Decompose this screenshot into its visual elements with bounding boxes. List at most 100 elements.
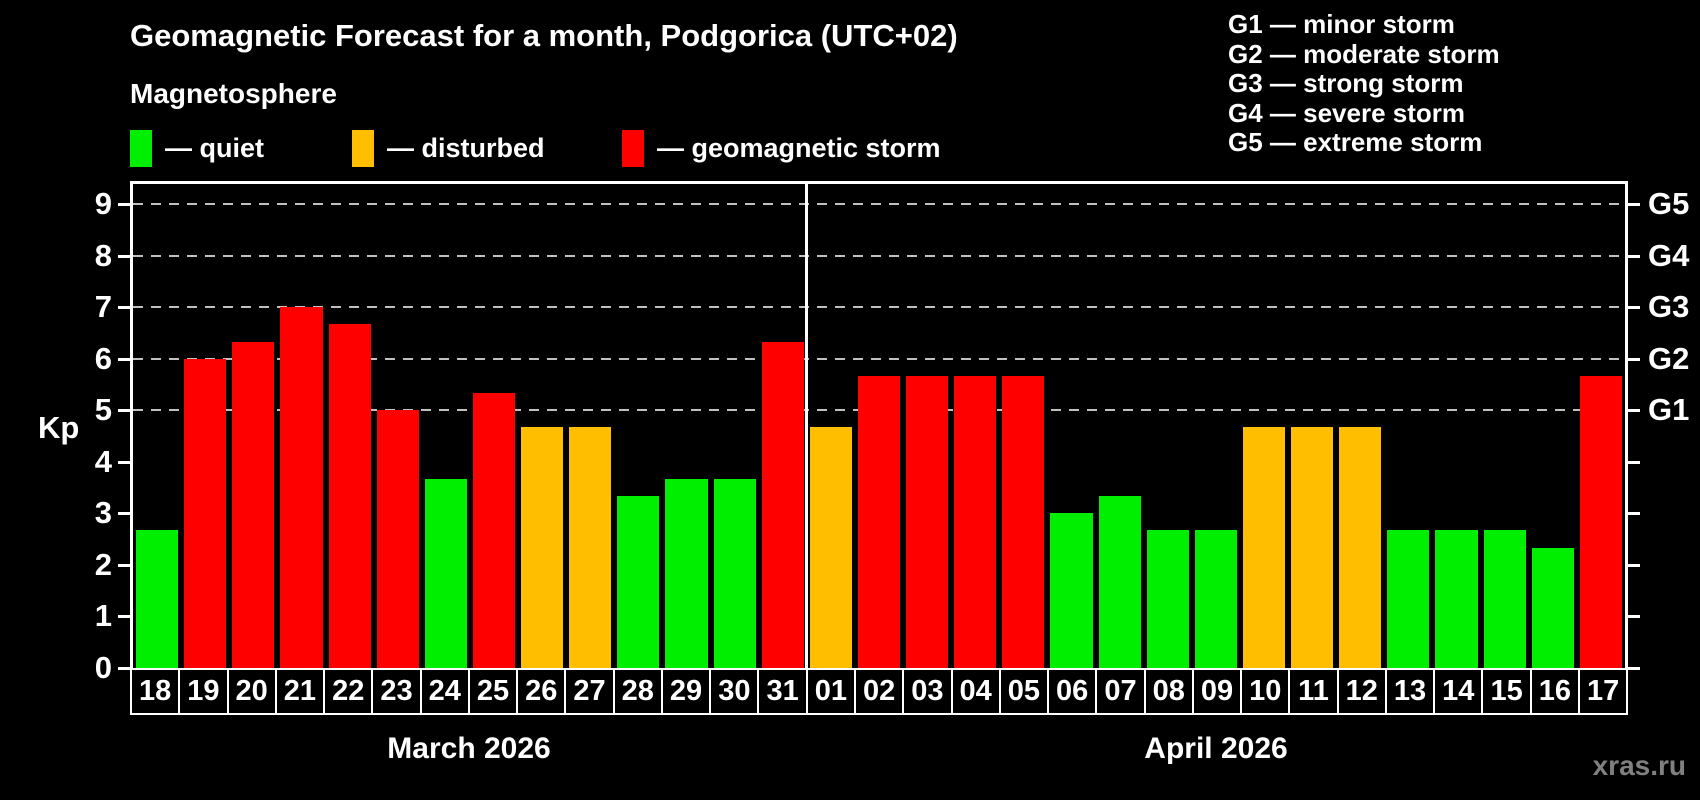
- plot-area: [133, 184, 1625, 668]
- day-label-09: 09: [1191, 668, 1243, 715]
- kp-bar-day-27: [569, 427, 612, 668]
- left-axis-tick-3: [118, 512, 130, 516]
- day-label-28: 28: [612, 668, 663, 715]
- legend-item-quiet: — quiet: [130, 128, 264, 168]
- left-axis-tick-2: [118, 563, 130, 567]
- y-axis-label-5: 5: [94, 392, 112, 428]
- g-scale-legend: G1 — minor storm G2 — moderate storm G3 …: [1228, 9, 1500, 158]
- disturbed-color-swatch: [352, 129, 374, 167]
- left-axis-tick-9: [118, 203, 130, 206]
- day-label-18: 18: [130, 668, 181, 715]
- kp-bar-day-29: [665, 478, 708, 668]
- right-axis-tick-0: [1628, 667, 1640, 670]
- g4-legend-line: G4 — severe storm: [1228, 97, 1466, 128]
- kp-bar-day-02: [857, 375, 901, 668]
- day-label-11: 11: [1288, 668, 1339, 715]
- legend-label-quiet: — quiet: [165, 132, 264, 163]
- kp-bar-day-16: [1531, 547, 1574, 668]
- gridline-kp9: [133, 203, 1625, 205]
- left-axis-line: [130, 181, 133, 671]
- day-label-02: 02: [853, 668, 905, 715]
- right-axis-tick-4: [1628, 460, 1640, 464]
- day-label-03: 03: [902, 668, 953, 715]
- day-label-30: 30: [709, 668, 760, 715]
- right-axis-tick-5: [1628, 409, 1640, 413]
- legend-label-disturbed: — disturbed: [387, 132, 545, 163]
- day-label-14: 14: [1433, 668, 1484, 715]
- gridline-kp7: [133, 306, 1625, 309]
- legend-item-storm: — geomagnetic storm: [622, 128, 941, 168]
- g-scale-label-g2: G2: [1648, 340, 1690, 376]
- kp-bar-day-13: [1387, 530, 1430, 668]
- day-label-04: 04: [950, 668, 1001, 715]
- kp-bar-day-03: [906, 375, 949, 668]
- day-label-06: 06: [1047, 668, 1098, 715]
- g5-legend-line: G5 — extreme storm: [1228, 127, 1483, 157]
- kp-bar-day-11: [1291, 427, 1334, 668]
- g-scale-label-g5: G5: [1648, 186, 1690, 221]
- g1-legend-line: G1 — minor storm: [1228, 9, 1455, 39]
- legend-item-disturbed: — disturbed: [352, 128, 545, 168]
- kp-bar-day-26: [521, 427, 564, 668]
- kp-bar-day-17: [1579, 375, 1622, 668]
- left-axis-tick-0: [118, 667, 130, 670]
- right-axis-line: [1625, 181, 1628, 671]
- day-label-27: 27: [564, 668, 615, 715]
- y-axis-label-9: 9: [94, 186, 112, 221]
- right-axis-tick-2: [1628, 563, 1640, 567]
- y-axis-label-1: 1: [94, 598, 112, 634]
- month-label-march: March 2026: [387, 732, 551, 765]
- day-label-10: 10: [1240, 668, 1291, 715]
- day-label-17: 17: [1577, 668, 1629, 715]
- month-label-april: April 2026: [1144, 732, 1288, 765]
- kp-bar-day-01: [809, 427, 852, 668]
- kp-bar-day-20: [232, 341, 275, 668]
- day-label-26: 26: [516, 668, 567, 715]
- legend-label-storm: — geomagnetic storm: [657, 132, 941, 163]
- right-axis-tick-6: [1628, 357, 1640, 361]
- kp-bar-day-31: [761, 341, 804, 668]
- kp-bar-day-05: [1002, 375, 1045, 668]
- kp-bar-day-19: [184, 358, 227, 668]
- watermark: xras.ru: [1592, 750, 1686, 781]
- kp-bar-day-15: [1483, 530, 1526, 668]
- right-axis-tick-9: [1628, 203, 1640, 206]
- kp-bar-day-14: [1435, 530, 1478, 668]
- y-axis-label-4: 4: [94, 443, 112, 479]
- day-label-20: 20: [226, 668, 277, 715]
- kp-bar-day-09: [1194, 530, 1237, 668]
- kp-bar-day-12: [1339, 427, 1382, 668]
- right-axis-tick-7: [1628, 306, 1640, 310]
- kp-bar-day-08: [1146, 530, 1189, 668]
- kp-bar-day-10: [1242, 427, 1286, 668]
- g-scale-label-g1: G1: [1648, 392, 1690, 428]
- right-axis-tick-3: [1628, 512, 1640, 516]
- gridline-kp6: [133, 357, 1625, 360]
- right-axis-tick-1: [1628, 615, 1640, 619]
- y-axis-title: Kp: [38, 410, 80, 445]
- left-axis-tick-6: [118, 357, 130, 361]
- left-axis-tick-1: [118, 615, 130, 619]
- day-label-01: 01: [805, 668, 856, 715]
- month-divider-line: [805, 184, 809, 668]
- day-label-31: 31: [757, 668, 808, 715]
- kp-bar-day-25: [472, 393, 516, 668]
- day-label-29: 29: [660, 668, 712, 715]
- left-axis-tick-7: [118, 306, 130, 310]
- g3-legend-line: G3 — strong storm: [1228, 68, 1464, 98]
- day-label-19: 19: [178, 668, 229, 715]
- g-scale-label-g3: G3: [1648, 289, 1690, 325]
- g2-legend-line: G2 — moderate storm: [1228, 38, 1500, 69]
- day-label-21: 21: [274, 668, 326, 715]
- y-axis-label-2: 2: [94, 546, 112, 582]
- day-label-15: 15: [1481, 668, 1532, 715]
- day-label-08: 08: [1143, 668, 1194, 715]
- day-label-05: 05: [998, 668, 1050, 715]
- day-label-13: 13: [1384, 668, 1436, 715]
- storm-color-swatch: [622, 129, 644, 167]
- kp-bar-day-06: [1050, 513, 1093, 668]
- kp-bar-day-22: [328, 324, 371, 668]
- kp-bar-day-28: [617, 496, 660, 668]
- left-axis-tick-4: [118, 460, 130, 464]
